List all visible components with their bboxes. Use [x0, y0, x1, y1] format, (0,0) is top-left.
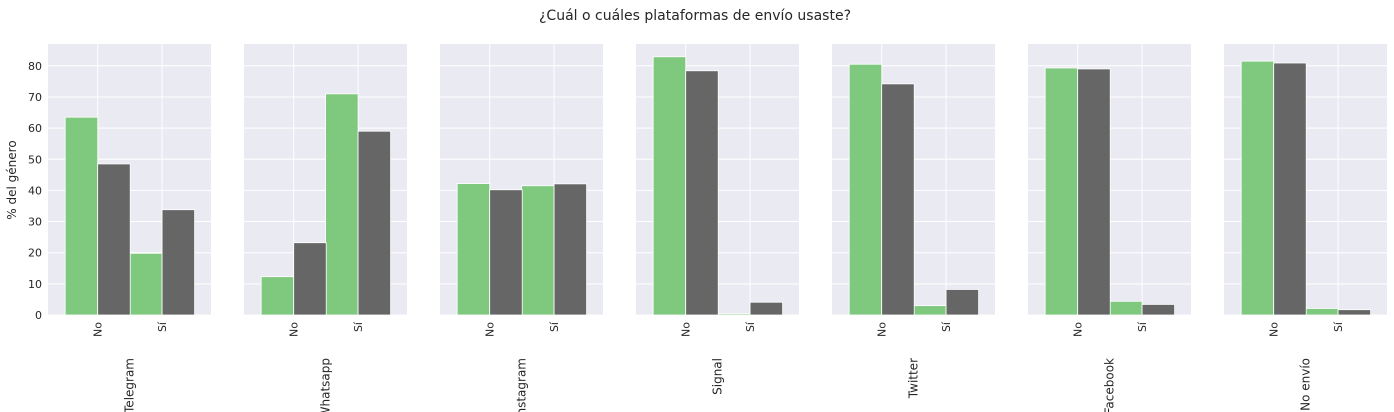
y-tick-label: 80: [28, 60, 42, 73]
panel-0: 0 10 20 30 40 50 60 70 80 No Sí Telegram: [28, 44, 211, 412]
panels: 0 10 20 30 40 50 60 70 80 No Sí Telegram No Sí Whatsap…: [28, 44, 1387, 412]
bar: [1305, 308, 1339, 316]
y-axis-label: % del género: [5, 140, 19, 219]
panel-4: No Sí Twitter: [832, 44, 995, 399]
bar: [945, 289, 979, 316]
y-tick-label: 30: [28, 216, 42, 229]
x-tick-label: No: [288, 322, 301, 337]
y-tick-label: 0: [35, 309, 42, 322]
bar: [848, 63, 883, 316]
x-tick-label: Sí: [548, 321, 561, 332]
panel-xlabel: Twitter: [907, 358, 921, 399]
y-tick-label: 40: [28, 184, 42, 197]
panel-xlabel: Telegram: [123, 358, 137, 412]
panel-xlabel: Signal: [711, 358, 725, 395]
bar: [97, 163, 131, 316]
panel-xlabel: Instagram: [515, 358, 529, 412]
bar: [881, 83, 915, 316]
bar: [1337, 309, 1371, 316]
bar: [1077, 68, 1111, 316]
y-tick-label: 70: [28, 91, 42, 104]
x-tick-label: Sí: [1136, 321, 1149, 332]
y-tick-label: 10: [28, 278, 42, 291]
x-tick-label: Sí: [744, 321, 757, 332]
bar: [652, 56, 687, 316]
x-tick-label: No: [680, 322, 693, 337]
panel-5: No Sí Facebook: [1028, 44, 1191, 412]
bar: [1273, 62, 1307, 316]
panel-xlabel: No envío: [1299, 358, 1313, 411]
bar: [1044, 67, 1079, 316]
bar: [161, 209, 196, 316]
y-tick-label: 20: [28, 247, 42, 260]
bar: [717, 313, 751, 316]
bar: [260, 276, 295, 316]
bar: [685, 70, 719, 316]
chart-title: ¿Cuál o cuáles plataformas de envío usas…: [539, 8, 851, 24]
y-tick-label: 50: [28, 153, 42, 166]
bar: [293, 242, 327, 316]
panel-6: No Sí No envío: [1224, 44, 1387, 411]
x-tick-label: Sí: [1332, 321, 1345, 332]
x-tick-label: Sí: [940, 321, 953, 332]
y-tick-label: 60: [28, 122, 42, 135]
x-tick-label: No: [876, 322, 889, 337]
x-tick-label: No: [92, 322, 105, 337]
x-tick-label: No: [484, 322, 497, 337]
bar: [325, 93, 359, 316]
bar: [357, 130, 392, 316]
bar: [489, 189, 523, 316]
panel-3: No Sí Signal: [636, 44, 799, 395]
bar: [456, 183, 491, 316]
bar: [1141, 304, 1175, 316]
bar: [1109, 300, 1143, 316]
bar: [749, 301, 783, 316]
x-tick-label: Sí: [156, 321, 169, 332]
panel-xlabel: Facebook: [1103, 358, 1117, 412]
bar: [913, 305, 947, 316]
bar: [1240, 60, 1275, 316]
bar: [553, 183, 587, 316]
bar: [129, 252, 163, 316]
x-tick-label: No: [1268, 322, 1281, 337]
panel-xlabel: Whatsapp: [319, 358, 333, 412]
bar: [521, 185, 555, 316]
panel-2: No Sí Instagram: [440, 44, 603, 412]
x-tick-label: Sí: [352, 321, 365, 332]
panel-1: No Sí Whatsapp: [244, 44, 407, 412]
x-tick-label: No: [1072, 322, 1085, 337]
bar: [64, 116, 99, 316]
